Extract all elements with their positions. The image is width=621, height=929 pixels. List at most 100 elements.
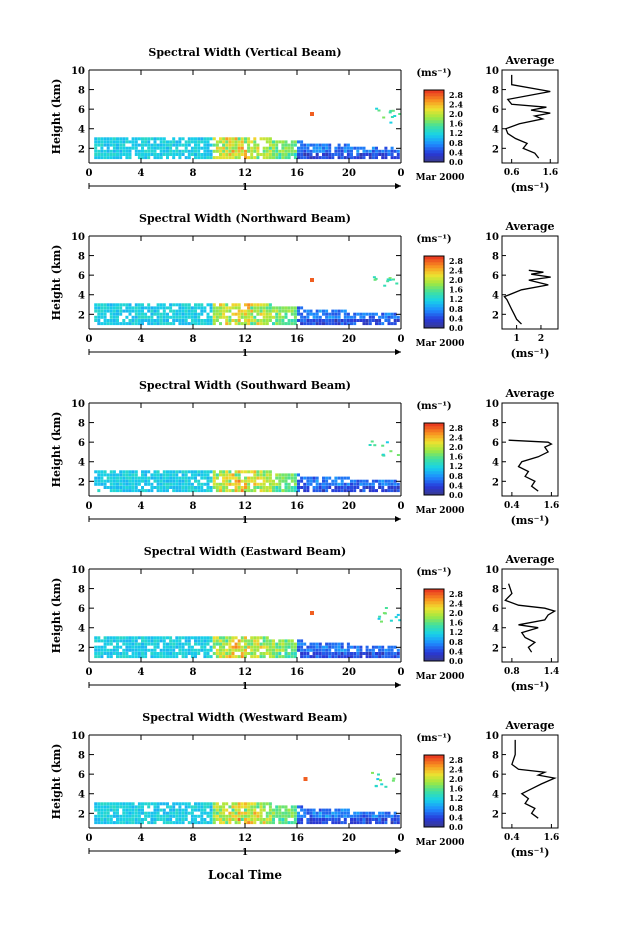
heatmap-cell xyxy=(178,306,182,310)
heatmap-cell xyxy=(272,149,275,153)
heatmap-cell xyxy=(247,811,251,815)
heatmap-cell xyxy=(328,153,332,156)
heatmap-cell xyxy=(272,322,275,326)
heatmap-cell xyxy=(122,149,126,153)
heatmap-cell xyxy=(278,322,282,326)
heatmap-cell xyxy=(303,153,307,156)
heatmap-cell xyxy=(309,319,313,322)
heatmap-cell xyxy=(284,146,288,150)
heatmap-cell xyxy=(184,156,188,160)
heatmap-cell xyxy=(203,639,207,643)
colorbar-segment xyxy=(424,652,444,656)
heatmap-cell xyxy=(371,156,375,160)
heatmap-cell xyxy=(225,140,229,144)
heatmap-cell xyxy=(109,149,113,153)
day-bar-arrow xyxy=(395,516,401,522)
heatmap-cell xyxy=(240,818,244,821)
heatmap-cell xyxy=(275,146,279,150)
heatmap-cell xyxy=(365,652,369,655)
heatmap-cell xyxy=(268,802,272,806)
heatmap-cell xyxy=(250,814,254,818)
y-tick-label: 10 xyxy=(71,565,85,576)
heatmap-cell xyxy=(337,486,341,489)
heatmap-cell xyxy=(219,140,222,144)
heatmap-cell xyxy=(237,306,241,310)
heatmap-cell xyxy=(197,473,201,477)
heatmap-cell xyxy=(103,486,107,489)
heatmap-cell xyxy=(141,476,144,480)
heatmap-cell xyxy=(215,319,219,322)
heatmap-cell xyxy=(162,476,166,480)
heatmap-cell xyxy=(103,652,107,655)
heatmap-cell xyxy=(265,322,269,326)
heatmap-cell xyxy=(293,642,297,646)
heatmap-cell xyxy=(281,489,285,493)
heatmap-cell xyxy=(343,489,347,493)
heatmap-cell xyxy=(116,303,119,307)
heatmap-cell xyxy=(309,482,313,486)
heatmap-cell xyxy=(259,319,263,322)
heatmap-cell xyxy=(141,156,144,160)
y-tick-label: 8 xyxy=(78,252,85,263)
heatmap-cell xyxy=(278,156,282,160)
heatmap-cell xyxy=(169,146,173,150)
heatmap-cell xyxy=(240,814,244,818)
heatmap-cell xyxy=(215,652,219,655)
heatmap-cell xyxy=(147,322,151,326)
heatmap-cell xyxy=(346,648,350,652)
x-tick-label: 12 xyxy=(238,168,252,179)
heatmap-cell xyxy=(225,821,229,825)
heatmap-cell xyxy=(109,322,113,326)
heatmap-cell xyxy=(219,814,222,818)
heatmap-cell xyxy=(259,821,263,825)
heatmap-cell xyxy=(212,306,216,310)
heatmap-cell xyxy=(144,636,148,640)
heatmap-cell xyxy=(275,312,279,316)
colorbar-frame xyxy=(423,89,445,163)
heatmap-cell xyxy=(353,482,357,486)
heatmap-cell xyxy=(159,476,163,480)
colorbar-tick-label: 0.8 xyxy=(449,304,463,314)
heatmap-cell xyxy=(212,639,216,643)
heatmap-cell xyxy=(312,814,316,818)
average-line xyxy=(511,739,557,819)
heatmap-cell xyxy=(169,642,173,646)
heatmap-cell xyxy=(268,811,272,815)
heatmap-cell xyxy=(253,648,257,652)
heatmap-cell xyxy=(343,482,347,486)
heatmap-cell xyxy=(281,319,285,322)
heatmap-cell xyxy=(194,655,197,659)
colorbar-segment xyxy=(424,147,444,151)
heatmap-cell xyxy=(256,636,260,640)
heatmap-cell xyxy=(141,486,144,489)
heatmap-cell xyxy=(300,149,304,153)
heatmap-cell xyxy=(373,278,377,281)
heatmap-cell xyxy=(300,805,304,809)
heatmap-cell xyxy=(203,808,207,812)
heatmap-cell xyxy=(103,808,107,812)
heatmap-cell xyxy=(159,482,163,486)
heatmap-cell xyxy=(181,814,185,818)
colorbar-segment xyxy=(424,298,444,302)
heatmap-cell xyxy=(259,309,263,313)
heatmap-cell xyxy=(137,814,141,818)
heatmap-cell xyxy=(297,489,300,493)
heatmap-cell xyxy=(356,811,360,815)
heatmap-cell xyxy=(293,306,297,310)
colorbar-segment xyxy=(424,126,444,130)
heatmap-cell xyxy=(284,143,288,147)
heatmap-cell xyxy=(106,486,110,489)
heatmap-cell xyxy=(393,312,397,316)
heatmap-cell xyxy=(100,479,104,483)
heatmap-cell xyxy=(178,818,182,821)
colorbar-segment xyxy=(424,803,444,807)
heatmap-cell xyxy=(287,639,291,643)
heatmap-cell xyxy=(265,811,269,815)
heatmap-cell xyxy=(244,645,247,649)
heatmap-cell xyxy=(172,156,176,160)
heatmap-cell xyxy=(318,143,322,147)
heatmap-cell xyxy=(253,149,257,153)
heatmap-cell xyxy=(388,278,392,281)
heatmap-cell xyxy=(125,306,129,310)
heatmap-cell xyxy=(244,303,247,307)
